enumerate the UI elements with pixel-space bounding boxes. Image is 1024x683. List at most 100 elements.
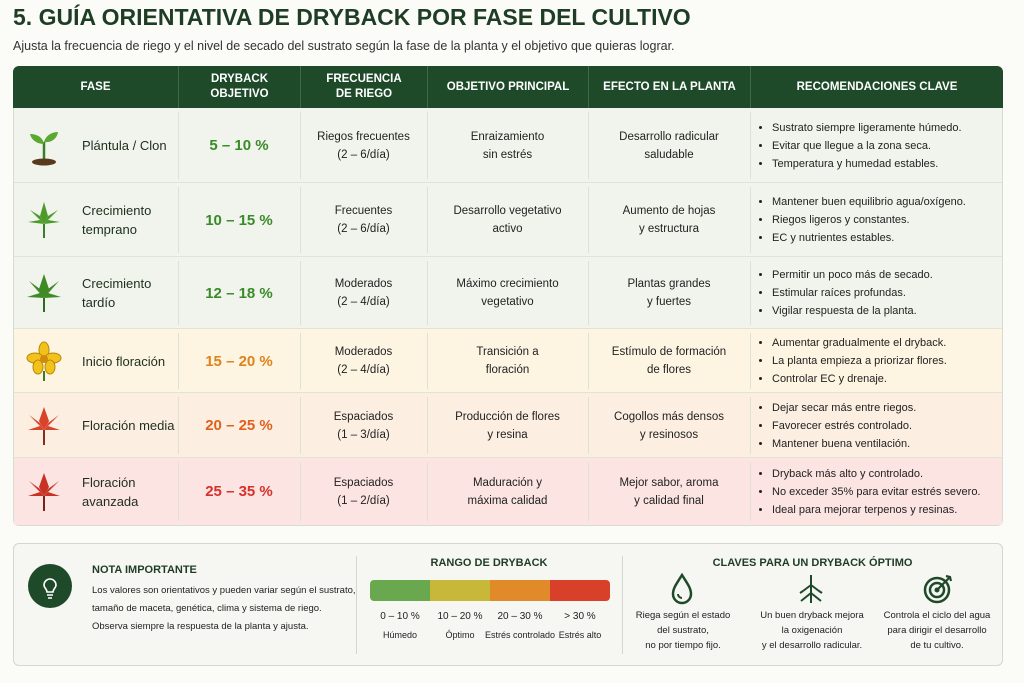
column-divider xyxy=(178,333,179,389)
recommendation: EC y nutrientes estables. xyxy=(772,229,966,247)
range-segment xyxy=(370,580,430,601)
phase-cell: Plántula / Clon xyxy=(82,108,178,183)
recommendation: Mantener buen equilibrio agua/oxígeno. xyxy=(772,193,966,211)
recommendations-list: Mantener buen equilibrio agua/oxígeno.Ri… xyxy=(750,193,966,247)
column-divider xyxy=(588,261,589,325)
note-line: Observa siempre la respuesta de la plant… xyxy=(92,621,309,632)
phase-line: Floración xyxy=(82,474,136,490)
range-label: Óptimo xyxy=(445,630,475,640)
recommendation: Dejar secar más entre riegos. xyxy=(772,399,916,417)
frequency-line: (2 – 4/día) xyxy=(337,364,390,376)
recommendations-cell: Aumentar gradualmente el dryback.La plan… xyxy=(750,329,1003,393)
effect-line: Estímulo de formación xyxy=(611,346,727,358)
recommendation: Mantener buena ventilación. xyxy=(772,435,916,453)
phase-line: Plántula / Clon xyxy=(82,138,167,153)
header-line: FASE xyxy=(80,80,111,93)
range-value: 10 – 20 % xyxy=(437,611,483,622)
dryback-value: 10 – 15 % xyxy=(205,211,273,229)
frequency-line: Moderados xyxy=(334,278,393,290)
header-line: DRYBACK xyxy=(210,73,269,85)
recommendation: Ideal para mejorar terpenos y resinas. xyxy=(772,501,981,519)
phase-line: Floración media xyxy=(82,418,175,433)
phase-icon-svg xyxy=(28,472,60,511)
effect-cell: Mejor sabor, aroma y calidad final xyxy=(588,458,750,525)
recommendations-cell: Dejar secar más entre riegos.Favorecer e… xyxy=(750,393,1003,458)
column-divider xyxy=(427,333,428,389)
header-line: DE RIEGO xyxy=(335,88,393,100)
note-icon-svg xyxy=(28,564,72,608)
phase-cell: Inicio floración xyxy=(82,329,178,393)
recommendation: Evitar que llegue a la zona seca. xyxy=(772,137,962,155)
recommendations-cell: Dryback más alto y controlado.No exceder… xyxy=(750,458,1003,525)
frequency-line: (2 – 6/día) xyxy=(337,148,390,161)
recommendation: Estimular raíces profundas. xyxy=(772,284,933,302)
phase-icon-svg xyxy=(28,202,60,238)
note-title: NOTA IMPORTANTE xyxy=(92,564,197,576)
column-divider xyxy=(300,333,301,389)
column-divider xyxy=(300,187,301,253)
phase-icon xyxy=(26,200,62,240)
objective-cell: Desarrollo vegetativo activo xyxy=(427,183,588,257)
keys-title: CLAVES PARA UN DRYBACK ÓPTIMO xyxy=(712,557,913,569)
header-cell: OBJETIVO PRINCIPAL xyxy=(427,66,588,108)
effect-line: saludable xyxy=(644,148,694,161)
recommendations-list: Aumentar gradualmente el dryback.La plan… xyxy=(750,334,947,388)
note-line: Los valores son orientativos y pueden va… xyxy=(92,585,356,596)
effect-cell: Aumento de hojas y estructura xyxy=(588,183,750,257)
key-icon xyxy=(922,573,954,605)
frequency-line: (1 – 3/día) xyxy=(337,428,390,441)
effect-line: y fuertes xyxy=(646,296,692,308)
frequency-cell: Frecuentes (2 – 6/día) xyxy=(300,183,427,257)
dryback-value: 25 – 35 % xyxy=(205,483,273,500)
objective-line: vegetativo xyxy=(481,296,534,308)
range-segment xyxy=(490,580,550,601)
recommendations-list: Dryback más alto y controlado.No exceder… xyxy=(750,465,981,519)
objective-line: activo xyxy=(492,223,523,235)
recommendation: Dryback más alto y controlado. xyxy=(772,465,981,483)
phase-line: Crecimiento xyxy=(82,203,152,218)
column-divider xyxy=(178,112,179,179)
note-line: tamaño de maceta, genética, clima y sist… xyxy=(92,603,322,614)
header-line: FRECUENCIA xyxy=(326,73,402,85)
recommendations-list: Permitir un poco más de secado.Estimular… xyxy=(750,266,933,320)
key-line: y el desarrollo radicular. xyxy=(761,640,863,651)
frequency-line: (2 – 6/día) xyxy=(337,223,390,235)
phase-line: avanzada xyxy=(82,493,139,509)
dryback-value: 15 – 20 % xyxy=(205,352,273,370)
recommendations-list: Sustrato siempre ligeramente húmedo.Evit… xyxy=(750,119,962,173)
effect-line: Mejor sabor, aroma xyxy=(619,476,719,489)
objective-cell: Transición a floración xyxy=(427,329,588,393)
key-line: Riega según el estado xyxy=(635,610,731,621)
phase-line: tardío xyxy=(82,295,116,310)
phase-cell: Crecimiento temprano xyxy=(82,183,178,257)
recommendations-cell: Permitir un poco más de secado.Estimular… xyxy=(750,257,1003,329)
column-divider xyxy=(750,333,751,389)
dryback-value: 20 – 25 % xyxy=(205,417,273,434)
range-segment xyxy=(550,580,610,601)
header-line: OBJETIVO PRINCIPAL xyxy=(446,80,570,93)
effect-line: Plantas grandes xyxy=(627,278,711,290)
recommendations-list: Dejar secar más entre riegos.Favorecer e… xyxy=(750,399,916,453)
column-divider xyxy=(750,397,751,454)
objective-cell: Máximo crecimiento vegetativo xyxy=(427,257,588,329)
subtitle: Ajusta la frecuencia de riego y el nivel… xyxy=(13,39,675,53)
phase-line: Inicio floración xyxy=(82,353,166,369)
range-label: Estrés alto xyxy=(558,630,602,640)
recommendation: No exceder 35% para evitar estrés severo… xyxy=(772,483,981,501)
objective-line: Maduración y xyxy=(472,476,543,489)
key-icon-svg xyxy=(671,572,693,605)
recommendation: Riegos ligeros y constantes. xyxy=(772,211,966,229)
recommendation: Controlar EC y drenaje. xyxy=(772,370,947,388)
effect-line: de flores xyxy=(646,364,692,376)
frequency-line: Moderados xyxy=(334,346,393,358)
header-cell: RECOMENDACIONES CLAVE xyxy=(750,66,1003,108)
key-icon xyxy=(797,573,829,605)
effect-line: y resinosos xyxy=(639,428,699,441)
frequency-cell: Espaciados (1 – 2/día) xyxy=(300,458,427,525)
note-icon xyxy=(27,563,73,609)
column-divider xyxy=(750,187,751,253)
column-divider xyxy=(178,261,179,325)
key-line: Un buen dryback mejora xyxy=(760,610,864,621)
recommendation: Aumentar gradualmente el dryback. xyxy=(772,334,947,352)
